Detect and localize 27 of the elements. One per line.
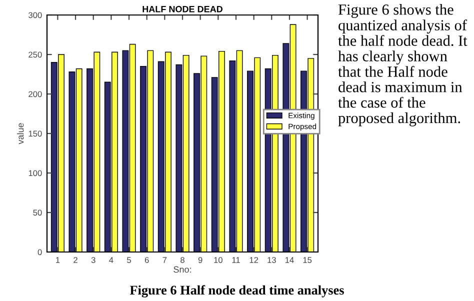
x-tick-label: 2 bbox=[74, 257, 78, 263]
chart-title: HALF NODE DEAD bbox=[142, 6, 222, 12]
x-tick-label: 1 bbox=[56, 257, 60, 263]
caption: Figure 6 shows the quantized analysis of the half node dead. It has clearly shown that the Half node dead is maximum in the case of the proposed algorithm. bbox=[338, 4, 468, 126]
y-tick-label: 250 bbox=[28, 52, 42, 58]
x-tick-label: 3 bbox=[91, 257, 96, 263]
y-tick-label: 100 bbox=[28, 170, 42, 176]
y-axis-title: value bbox=[17, 123, 24, 144]
x-tick-label: 14 bbox=[285, 257, 294, 263]
x-tick-label: 6 bbox=[144, 257, 149, 263]
x-tick-label: 13 bbox=[268, 257, 276, 263]
x-tick-label: 4 bbox=[109, 257, 114, 263]
x-tick-label: 9 bbox=[198, 257, 202, 263]
y-tick-label: 300 bbox=[28, 12, 42, 18]
x-axis-title: Sno: bbox=[174, 266, 191, 273]
y-tick-label: 0 bbox=[38, 249, 42, 256]
y-tick-label: 50 bbox=[33, 210, 42, 216]
x-tick-label: 10 bbox=[214, 257, 222, 263]
x-tick-label: 7 bbox=[162, 257, 167, 263]
y-tick-label: 200 bbox=[28, 91, 42, 98]
y-tick-label: 150 bbox=[28, 130, 42, 137]
x-tick-label: 5 bbox=[127, 257, 131, 263]
x-tick-label: 8 bbox=[180, 257, 184, 263]
x-tick-label: 15 bbox=[303, 257, 312, 263]
caption: Figure 6 Half node dead time analyses bbox=[130, 285, 344, 298]
x-tick-label: 12 bbox=[250, 257, 258, 263]
x-tick-label: 11 bbox=[232, 257, 240, 263]
